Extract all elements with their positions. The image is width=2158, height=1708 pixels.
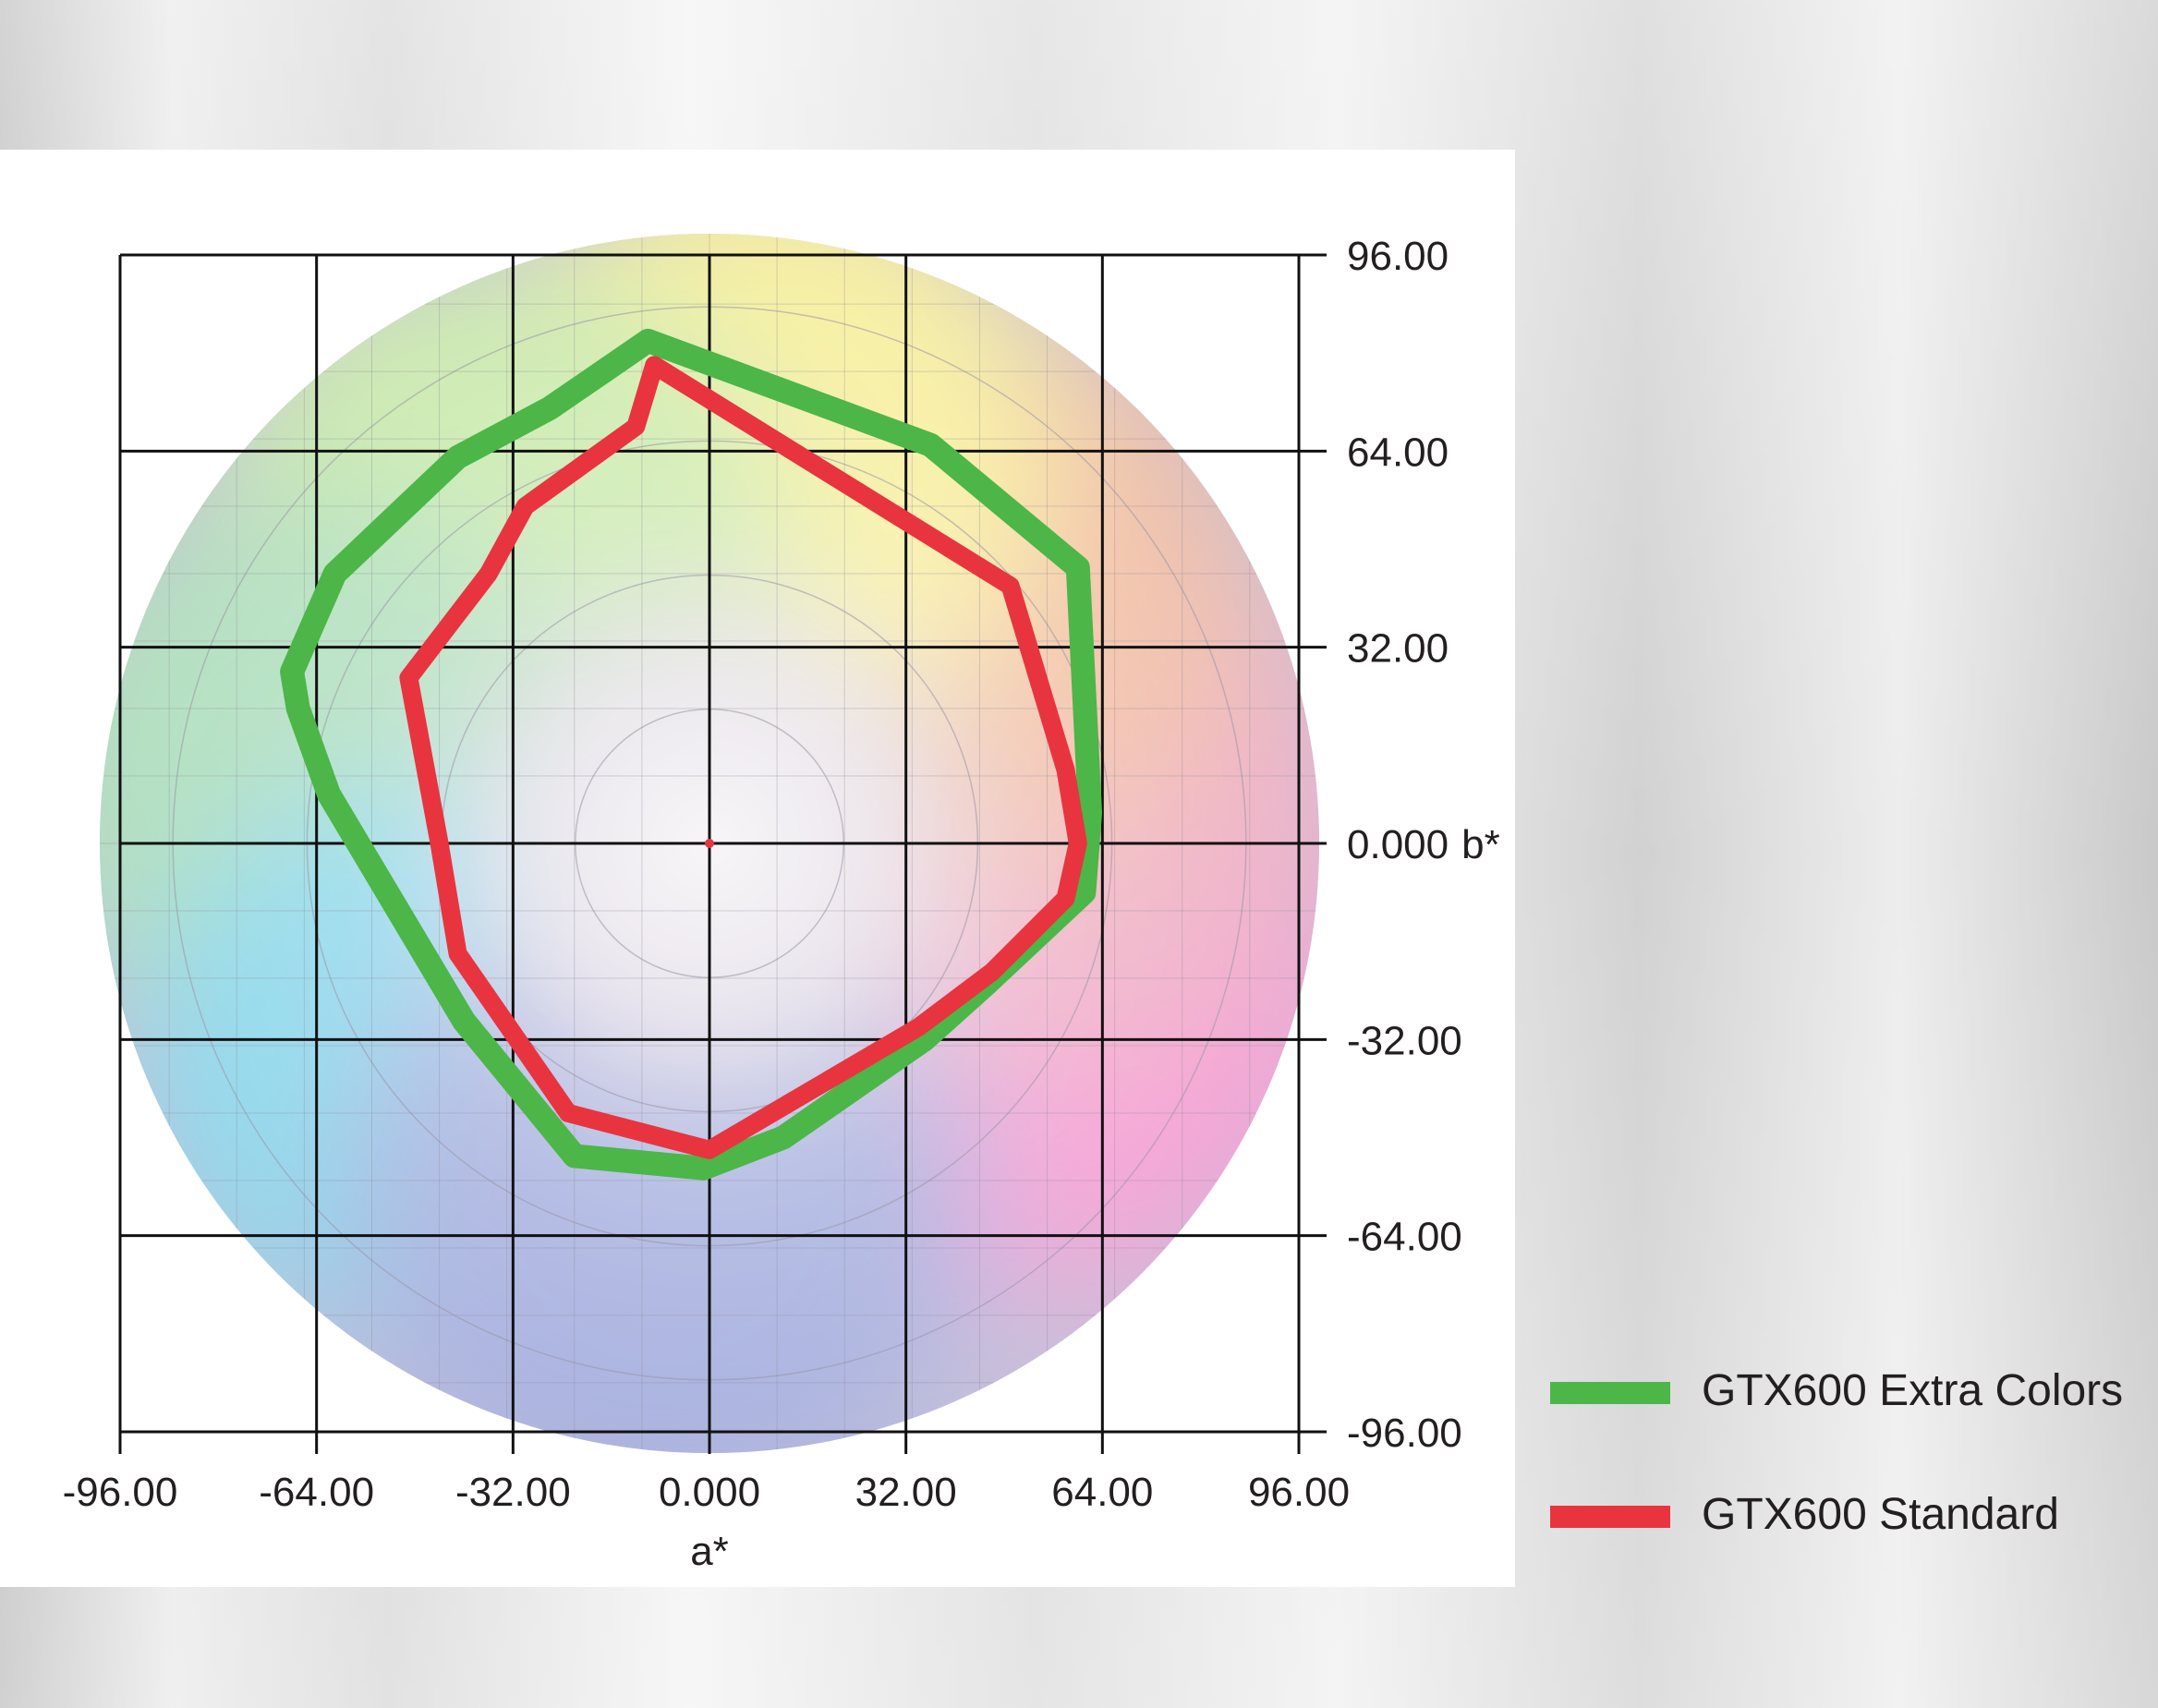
series-lines [280, 328, 1102, 1181]
y-tick-label: -96.00 [1347, 1411, 1462, 1456]
x-tick-label: 64.00 [1051, 1470, 1153, 1515]
x-axis-label: a* [690, 1529, 729, 1574]
y-axis-label: b* [1461, 822, 1500, 867]
y-tick-label: 32.00 [1347, 626, 1449, 672]
grid [118, 253, 1327, 1454]
legend: GTX600 Extra Colors GTX600 Standard [1545, 1349, 2136, 1596]
y-tick-label: 96.00 [1347, 234, 1449, 279]
legend-swatch-extra-colors [1550, 1382, 1670, 1404]
x-tick-label: 96.00 [1248, 1470, 1350, 1515]
legend-item-standard: GTX600 Standard [1545, 1472, 2136, 1596]
x-tick-label: -32.00 [455, 1470, 571, 1515]
gamut-chart: -96.00 -64.00 -32.00 0.000 32.00 64.00 96.00 96… [63, 234, 1500, 1574]
y-tick-label: 0.000 b* [1347, 822, 1500, 867]
legend-swatch-standard [1550, 1506, 1670, 1528]
x-tick-label: 0.000 [659, 1470, 760, 1515]
x-tick-label: 32.00 [855, 1470, 957, 1515]
origin-marker [705, 839, 714, 848]
x-tick-label: -96.00 [63, 1470, 178, 1515]
chart-panel: -96.00 -64.00 -32.00 0.000 32.00 64.00 96.00 96… [0, 150, 1515, 1587]
series-line-0 [280, 328, 1102, 1181]
y-tick-label: -32.00 [1347, 1018, 1462, 1063]
tick-labels: -96.00 -64.00 -32.00 0.000 32.00 64.00 96.00 96… [63, 234, 1500, 1515]
legend-label-standard: GTX600 Standard [1702, 1490, 2059, 1539]
y-tick-label: 64.00 [1347, 430, 1449, 475]
x-tick-label: -64.00 [259, 1470, 374, 1515]
legend-item-extra-colors: GTX600 Extra Colors [1545, 1349, 2136, 1472]
y-tick-label: -64.00 [1347, 1215, 1462, 1260]
series-line-1 [399, 356, 1087, 1159]
legend-label-extra-colors: GTX600 Extra Colors [1702, 1366, 2124, 1415]
